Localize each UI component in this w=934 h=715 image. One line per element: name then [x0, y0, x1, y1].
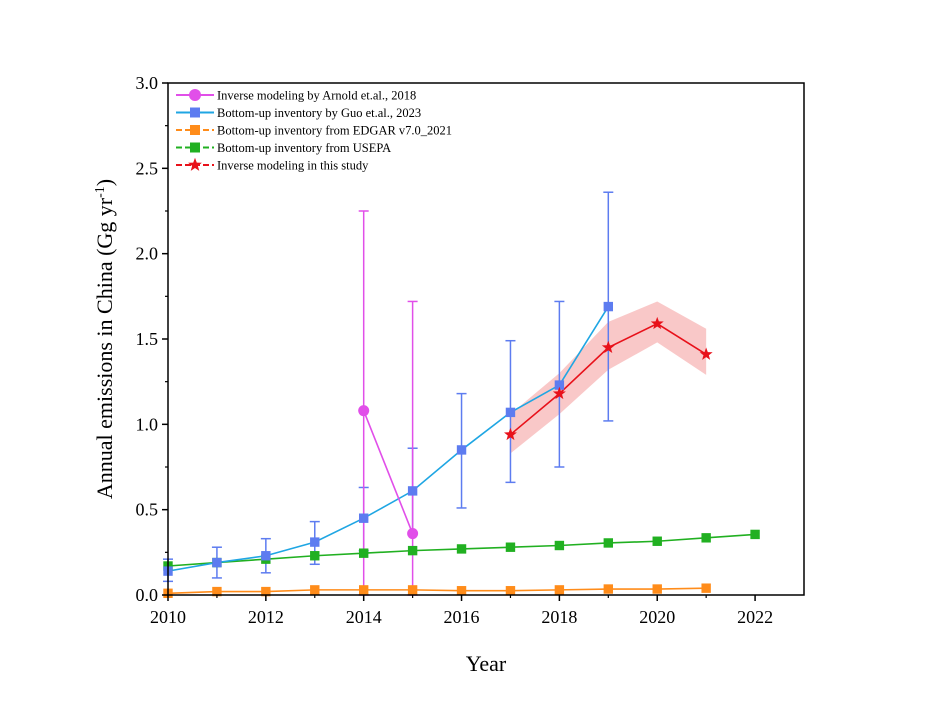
y-tick-label-2.5: 2.5: [136, 158, 159, 178]
legend-label-bottom-up-inventory-from-usepa: Bottom-up inventory from USEPA: [217, 141, 391, 155]
inverse-modeling-in-this-study-point-0: [503, 427, 517, 441]
bottom-up-inventory-by-guo-et-al-2023-point-3: [310, 537, 320, 547]
x-tick-label-2020: 2020: [639, 607, 675, 627]
legend-label-inverse-modeling-in-this-study: Inverse modeling in this study: [217, 159, 369, 173]
y-axis-title-main: Annual emissions in China (Gg yr: [92, 197, 117, 499]
x-tick-label-2022: 2022: [737, 607, 773, 627]
legend-label-bottom-up-inventory-from-edgar-v7-0-2021: Bottom-up inventory from EDGAR v7.0_2021: [217, 124, 452, 138]
y-axis-title-close: ): [92, 179, 117, 186]
legend-marker-bottom-up-inventory-from-edgar-v7-0-2021: [190, 125, 200, 135]
y-tick-label-1.5: 1.5: [136, 329, 159, 349]
y-axis-title-sup: -1: [93, 186, 108, 198]
bottom-up-inventory-from-edgar-v7-0-2021-point-7: [505, 586, 516, 596]
y-axis-title: Annual emissions in China (Gg yr-1): [92, 179, 117, 499]
x-tick-label-2012: 2012: [248, 607, 284, 627]
uncertainty-band-layer: [510, 301, 707, 454]
bottom-up-inventory-from-usepa-point-5: [407, 545, 418, 556]
bottom-up-inventory-by-guo-et-al-2023-line: [167, 306, 609, 572]
bottom-up-inventory-from-edgar-v7-0-2021-point-11: [701, 583, 711, 593]
legend-marker-bottom-up-inventory-from-usepa: [190, 142, 200, 153]
bottom-up-inventory-from-edgar-v7-0-2021-point-9: [603, 584, 614, 594]
y-tick-label-0.0: 0.0: [136, 585, 159, 605]
x-tick-label-2016: 2016: [444, 607, 480, 627]
y-tick-label-2.0: 2.0: [136, 244, 159, 264]
bottom-up-inventory-by-guo-et-al-2023-point-5: [407, 486, 418, 496]
bottom-up-inventory-from-edgar-v7-0-2021-point-8: [554, 585, 565, 595]
bottom-up-inventory-from-usepa-point-6: [456, 544, 467, 554]
legend-marker-inverse-modeling-by-arnold-et-al-2018: [189, 89, 201, 101]
legend-label-bottom-up-inventory-by-guo-et-al-2023: Bottom-up inventory by Guo et.al., 2023: [217, 106, 421, 120]
inverse-modeling-in-this-study-point-2: [601, 340, 615, 354]
inverse-modeling-by-arnold-et-al-2018-point-1: [407, 528, 419, 540]
bottom-up-inventory-by-guo-et-al-2023-point-7: [505, 407, 516, 418]
bottom-up-inventory-from-usepa-point-3: [310, 551, 320, 561]
bottom-up-inventory-from-edgar-v7-0-2021-point-4: [358, 585, 369, 595]
bottom-up-inventory-from-usepa-point-11: [701, 533, 711, 543]
bottom-up-inventory-from-usepa-point-7: [505, 542, 516, 552]
bottom-up-inventory-from-usepa-point-12: [750, 529, 760, 540]
x-tick-label-2018: 2018: [541, 607, 577, 627]
bottom-up-inventory-from-usepa-point-9: [603, 538, 614, 548]
inverse-modeling-by-arnold-et-al-2018-point-0: [358, 405, 370, 417]
bottom-up-inventory-by-guo-et-al-2023-point-1: [212, 557, 222, 568]
legend-marker-bottom-up-inventory-by-guo-et-al-2023: [190, 107, 200, 118]
legend: Inverse modeling by Arnold et.al., 2018 B…: [176, 89, 452, 173]
bottom-up-inventory-from-usepa-point-10: [652, 536, 662, 546]
bottom-up-inventory-from-edgar-v7-0-2021-point-5: [407, 585, 418, 595]
bottom-up-inventory-by-guo-et-al-2023-point-8: [554, 380, 565, 390]
y-tick-label-0.5: 0.5: [136, 500, 159, 520]
legend-label-inverse-modeling-by-arnold-et-al-2018: Inverse modeling by Arnold et.al., 2018: [217, 89, 416, 103]
bottom-up-inventory-by-guo-et-al-2023-point-9: [603, 301, 614, 312]
bottom-up-inventory-from-usepa-point-4: [358, 548, 369, 558]
bottom-up-inventory-by-guo-et-al-2023-point-6: [456, 445, 467, 455]
inverse-modeling-in-this-study-point-3: [650, 316, 664, 330]
bottom-up-inventory-from-edgar-v7-0-2021-point-3: [310, 585, 320, 595]
bottom-up-inventory-from-edgar-v7-0-2021-point-2: [261, 586, 271, 597]
bottom-up-inventory-from-edgar-v7-0-2021-point-1: [212, 586, 222, 597]
x-axis-ticks: 2010 2012 2014 2016 2018 2020 2022: [150, 595, 773, 627]
inverse-modeling-by-arnold-et-al-2018-line: [362, 410, 414, 534]
y-tick-label-1.0: 1.0: [136, 414, 159, 434]
bottom-up-inventory-from-usepa-point-8: [554, 540, 565, 551]
legend-marker-inverse-modeling-in-this-study: [188, 157, 202, 171]
bottom-up-inventory-from-edgar-v7-0-2021-point-10: [652, 584, 662, 594]
y-tick-label-3.0: 3.0: [136, 73, 159, 93]
x-axis-title: Year: [466, 651, 507, 676]
inverse-modeling-in-this-study-point-4: [699, 347, 713, 360]
bottom-up-inventory-from-edgar-v7-0-2021-point-6: [456, 586, 467, 596]
y-axis-ticks: 0.0 0.5 1.0 1.5 2.0 2.5 3.0: [136, 73, 168, 605]
x-tick-label-2014: 2014: [346, 607, 382, 627]
bottom-up-inventory-from-edgar-v7-0-2021-line: [167, 587, 707, 595]
x-tick-label-2010: 2010: [150, 607, 186, 627]
bottom-up-inventory-by-guo-et-al-2023-point-2: [261, 551, 271, 561]
inverse-modeling-in-this-study-point-1: [552, 386, 566, 400]
bottom-up-inventory-by-guo-et-al-2023-point-4: [358, 513, 369, 523]
inverse-modeling-in-this-study-uncertainty-band: [510, 301, 707, 454]
